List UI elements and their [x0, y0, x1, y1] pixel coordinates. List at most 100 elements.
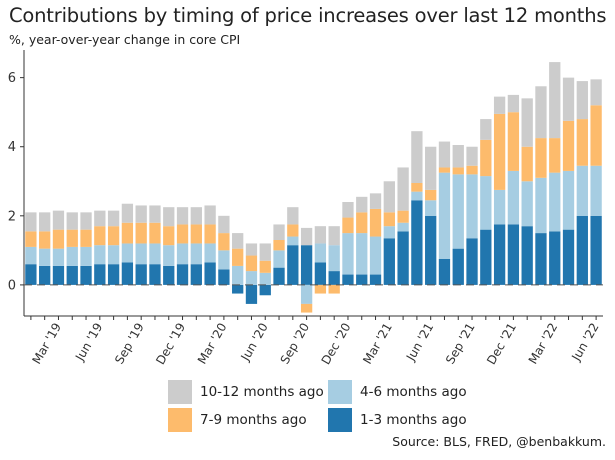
bar-segment-m7_9-11 [176, 224, 189, 244]
bar-segment-m1_3-31 [452, 248, 464, 285]
bar-segment-m1_3-0 [25, 264, 37, 285]
bar-segment-m10_12-31 [452, 145, 464, 168]
bar-segment-m1_3-4 [80, 265, 92, 285]
bar-segment-m10_12-41 [590, 79, 602, 106]
bar-segment-m10_12-6 [107, 210, 120, 227]
bar-segment-m7_9-27 [397, 210, 409, 223]
bar-segment-m10_12-39 [562, 77, 575, 121]
bar-segment-m7_9-4 [80, 229, 92, 247]
bar-segment-m7_9-22 [328, 284, 340, 294]
bar-segment-m7_9-2 [52, 229, 65, 249]
bar-segment-m1_3-29 [425, 215, 437, 285]
bar-segment-m4_6-19 [287, 236, 299, 246]
bar-segment-m1_3-22 [328, 271, 340, 285]
bar-segment-m1_3-18 [273, 267, 285, 285]
bar-segment-m7_9-16 [245, 255, 258, 272]
legend-item-1-3: 1-3 months ago [328, 408, 467, 432]
bar-segment-m1_3-17 [259, 284, 271, 296]
bar-segment-m7_9-38 [549, 138, 561, 173]
bar-segment-m10_12-37 [535, 86, 547, 139]
bar-segment-m10_12-29 [425, 146, 437, 190]
bar-segment-m10_12-33 [480, 119, 492, 140]
bar-segment-m1_3-15 [232, 284, 244, 294]
bar-segment-m10_12-23 [342, 202, 354, 218]
bar-segment-m7_9-8 [135, 222, 147, 244]
bar-segment-m7_9-0 [25, 231, 37, 247]
bar-segment-m4_6-39 [562, 170, 575, 230]
bar-segment-m4_6-36 [521, 181, 533, 227]
bar-segment-m1_3-1 [39, 265, 51, 285]
bar-segment-m4_6-11 [176, 243, 189, 265]
bar-segment-m4_6-1 [39, 248, 51, 266]
bar-segment-m1_3-35 [507, 224, 520, 285]
bar-segment-m10_12-5 [94, 210, 106, 227]
bar-segment-m4_6-4 [80, 246, 92, 266]
bar-segment-m4_6-29 [425, 200, 437, 216]
bar-segment-m7_9-15 [232, 248, 244, 266]
bar-segment-m1_3-30 [438, 259, 451, 285]
bar-segment-m4_6-30 [438, 172, 451, 259]
bar-segment-m10_12-8 [135, 205, 147, 223]
x-tick-label-11: Dec '19 [153, 321, 188, 367]
y-tick-label-2: 2 [8, 209, 16, 224]
bar-segment-m4_6-34 [493, 189, 506, 225]
bar-segment-m1_3-8 [135, 264, 147, 285]
bar-segment-m10_12-4 [80, 212, 92, 230]
bar-segment-m10_12-7 [121, 203, 134, 223]
bar-segment-m1_3-39 [562, 229, 575, 285]
bar-segment-m4_6-9 [149, 243, 161, 265]
bar-segment-m4_6-14 [218, 250, 230, 270]
bar-segment-m7_9-36 [521, 146, 533, 182]
bar-segment-m7_9-10 [163, 226, 175, 246]
bar-segment-m4_6-7 [121, 243, 134, 263]
bar-segment-m1_3-9 [149, 264, 161, 285]
bar-segment-m1_3-5 [94, 264, 106, 285]
bar-segment-m4_6-21 [314, 243, 327, 263]
legend-label-10-12: 10-12 months ago [200, 384, 324, 400]
bar-segment-m1_3-10 [163, 265, 175, 285]
bar-segment-m10_12-40 [576, 81, 588, 120]
bar-segment-m1_3-20 [300, 245, 313, 285]
bar-segment-m7_9-34 [493, 113, 506, 190]
bar-segment-m4_6-10 [163, 245, 175, 266]
bar-segment-m1_3-3 [66, 265, 78, 285]
bar-segment-m10_12-35 [507, 94, 520, 113]
bar-segment-m10_12-13 [204, 205, 216, 225]
bar-segment-m7_9-24 [356, 212, 368, 234]
bar-segment-m7_9-19 [287, 224, 299, 237]
x-tick-label-17: Jun '20 [238, 321, 271, 364]
bar-segment-m4_6-16 [245, 271, 258, 285]
bar-segment-m4_6-15 [232, 265, 244, 285]
bar-segment-m4_6-31 [452, 174, 464, 249]
bar-segment-m1_3-24 [356, 274, 368, 285]
legend-label-4-6: 4-6 months ago [360, 384, 467, 400]
x-tick-label-41: Jun '22 [569, 321, 602, 364]
bar-segment-m1_3-23 [342, 274, 354, 285]
bar-segment-m7_9-26 [383, 212, 395, 227]
y-tick-label-4: 4 [8, 140, 16, 155]
bar-segment-m4_6-37 [535, 177, 547, 234]
bar-segment-m7_9-35 [507, 112, 520, 171]
x-tick-label-29: Jun '21 [403, 321, 436, 364]
bar-segment-m4_6-28 [411, 191, 423, 201]
bar-segment-m7_9-30 [438, 167, 451, 173]
bar-segment-m7_9-33 [480, 139, 492, 177]
bar-segment-m4_6-5 [94, 245, 106, 265]
legend-label-7-9: 7-9 months ago [200, 412, 307, 428]
bar-segment-m1_3-32 [466, 238, 478, 285]
bar-segment-m4_6-18 [273, 250, 285, 268]
x-tick-label-35: Dec '21 [484, 321, 519, 367]
bar-segment-m4_6-8 [135, 243, 147, 265]
bar-segment-m7_9-14 [218, 233, 230, 251]
x-tick-label-5: Jun '19 [72, 321, 105, 364]
bar-segment-m4_6-13 [204, 243, 216, 263]
bar-segment-m4_6-41 [590, 165, 602, 216]
bar-segment-m1_3-40 [576, 215, 588, 285]
bar-segment-m10_12-24 [356, 196, 368, 213]
bar-segment-m10_12-2 [52, 210, 65, 230]
bar-segment-m10_12-25 [369, 193, 382, 209]
bar-segment-m7_9-5 [94, 226, 106, 246]
bar-segment-m1_3-25 [369, 274, 382, 285]
bar-segment-m10_12-17 [259, 243, 271, 261]
chart-title: Contributions by timing of price increas… [9, 4, 607, 27]
